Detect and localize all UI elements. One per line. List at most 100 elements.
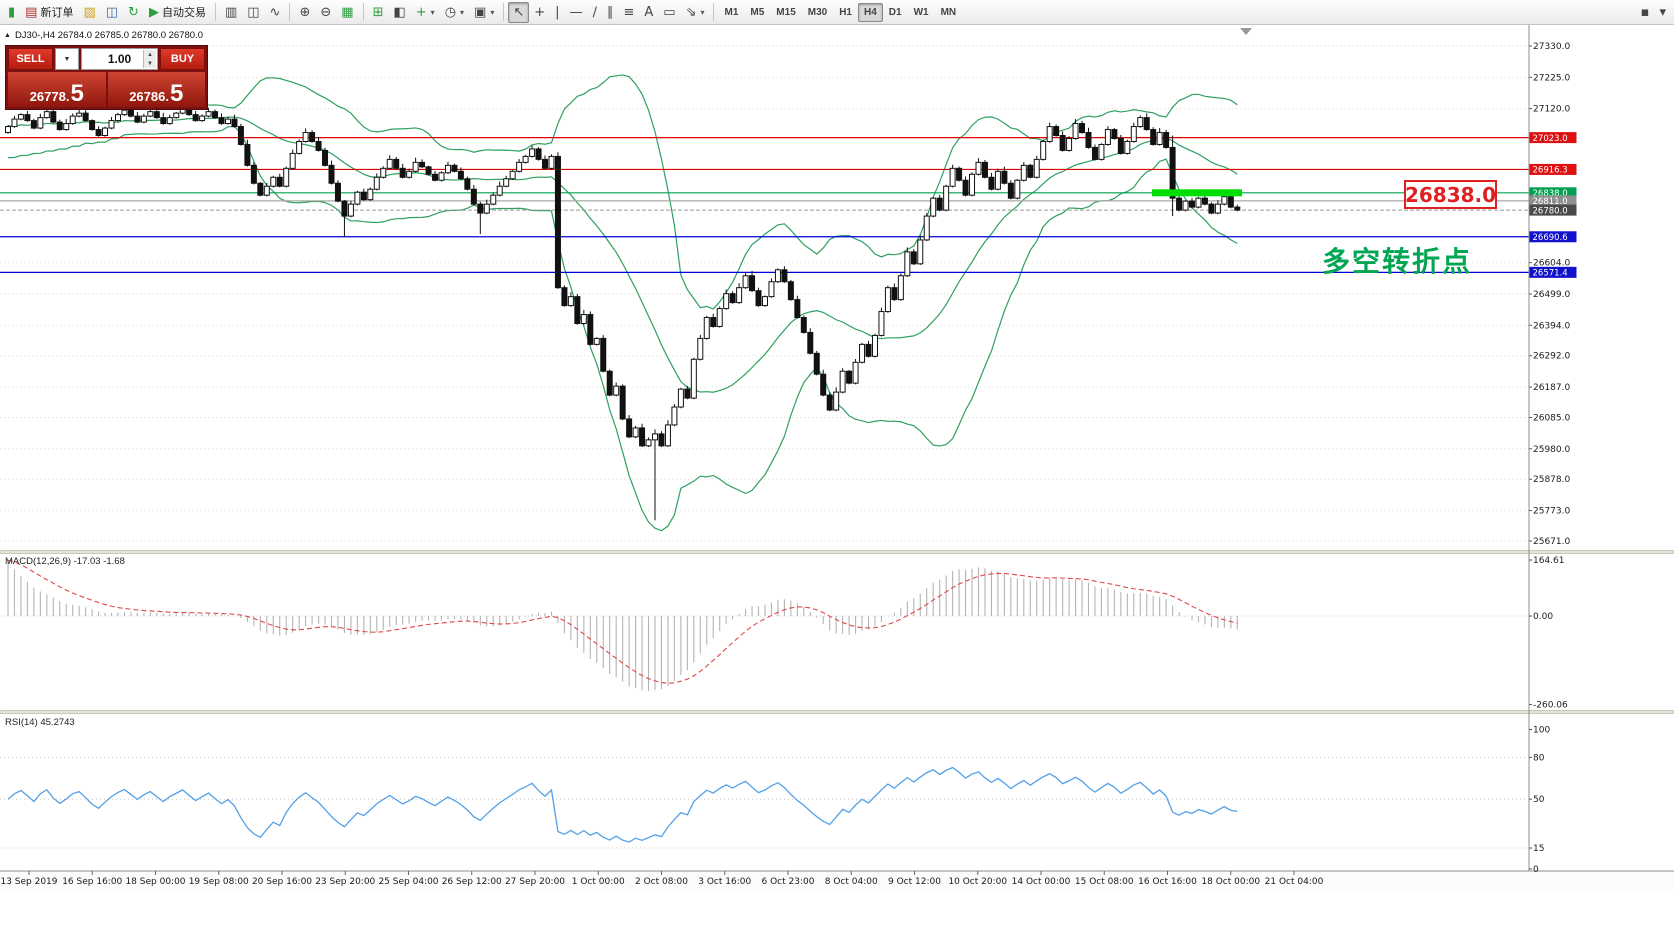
candles-layer	[5, 105, 1241, 521]
svg-text:18 Oct 00:00: 18 Oct 00:00	[1201, 877, 1260, 887]
zoom-out-icon[interactable]: ⊖	[315, 2, 336, 23]
fibonacci-icon: ≡	[623, 4, 635, 20]
lot-spinner: ▲ ▼	[143, 50, 156, 68]
panel-separator[interactable]	[0, 710, 1674, 714]
refresh-icon[interactable]: ↻	[123, 2, 144, 23]
market-watch-icon[interactable]: ◫	[101, 2, 123, 23]
svg-text:164.61: 164.61	[1533, 556, 1565, 566]
svg-text:26604.0: 26604.0	[1533, 259, 1570, 269]
timeframe-h4[interactable]: H4	[858, 2, 883, 22]
text-label-icon[interactable]: ▭	[658, 2, 680, 23]
svg-text:-260.06: -260.06	[1533, 700, 1568, 710]
macd-indicator-label: MACD(12,26,9) -17.03 -1.68	[5, 556, 125, 567]
line-chart-icon[interactable]: ∿	[265, 2, 286, 23]
svg-text:15: 15	[1533, 844, 1544, 854]
sell-price-display[interactable]: 26778. 5	[8, 72, 106, 107]
profiles-icon[interactable]: ▨	[78, 2, 100, 23]
buy-price-big-digit: 5	[169, 79, 184, 107]
svg-text:8 Oct 04:00: 8 Oct 04:00	[825, 877, 878, 887]
timeframe-d1[interactable]: D1	[888, 6, 902, 18]
svg-text:6 Oct 23:00: 6 Oct 23:00	[762, 877, 815, 887]
sell-button[interactable]: SELL	[8, 48, 53, 70]
buy-price-display[interactable]: 26786. 5	[107, 72, 205, 107]
svg-text:10 Oct 20:00: 10 Oct 20:00	[948, 877, 1007, 887]
lot-size-input[interactable]: 1.00 ▲ ▼	[81, 48, 158, 70]
period-icon[interactable]: ◷ ▾	[440, 2, 469, 23]
grid-icon[interactable]: ▦	[336, 2, 358, 23]
one-click-toggle-icon[interactable]: ▲	[4, 32, 11, 39]
toolbar-more-icon: ▾	[1659, 4, 1666, 20]
fibonacci-icon[interactable]: ≡	[618, 2, 639, 23]
svg-text:20 Sep 16:00: 20 Sep 16:00	[252, 877, 312, 887]
lot-preset-dropdown[interactable]: ▼	[55, 48, 79, 70]
svg-text:26690.6: 26690.6	[1533, 233, 1568, 243]
rsi-line	[7, 766, 1238, 843]
chart-ohlc-label: ▲ DJ30-,H4 26784.0 26785.0 26780.0 26780…	[4, 30, 203, 41]
caret-down-icon: ▾	[430, 7, 435, 17]
bar-chart-icon[interactable]: ▥	[220, 2, 242, 23]
lot-increase-button[interactable]: ▲	[144, 50, 156, 59]
new-order-button[interactable]: ▤ 新订单	[20, 2, 78, 23]
svg-text:1 Oct 00:00: 1 Oct 00:00	[572, 877, 625, 887]
toolbar-separator	[289, 3, 291, 21]
trendline-icon: ∕	[592, 4, 597, 20]
timeframe-m1[interactable]: M1	[724, 6, 739, 18]
templates-icon: ▣	[474, 4, 487, 20]
highlight-green-segment[interactable]	[1152, 189, 1242, 197]
timeframe-m30[interactable]: M30	[807, 6, 828, 18]
svg-text:14 Oct 00:00: 14 Oct 00:00	[1012, 877, 1071, 887]
text-icon[interactable]: A	[639, 2, 658, 23]
price-badge: 26571.4	[1529, 266, 1577, 279]
timeframe-mn[interactable]: MN	[940, 6, 957, 18]
timeframe-m15[interactable]: M15	[776, 6, 796, 18]
lot-decrease-button[interactable]: ▼	[144, 59, 156, 68]
time-axis[interactable]: 13 Sep 2019 16 Sep 16:00 18 Sep 00:00 19 Se…	[0, 871, 1324, 887]
tile-windows-icon[interactable]: ◧	[388, 2, 410, 23]
cursor-icon[interactable]: ↖	[508, 1, 530, 23]
svg-text:19 Sep 08:00: 19 Sep 08:00	[189, 877, 249, 887]
toolbar-separator	[713, 3, 715, 21]
buy-button[interactable]: BUY	[160, 48, 205, 70]
candlestick-chart-icon: ◫	[247, 4, 260, 20]
templates-icon[interactable]: ▣ ▾	[469, 2, 499, 23]
svg-text:50: 50	[1533, 795, 1545, 805]
price-badge: 26811.0	[1529, 195, 1577, 207]
channel-icon[interactable]: ∥	[602, 2, 619, 23]
zoom-in-icon[interactable]: ⊕	[294, 2, 315, 23]
toolbar-more-icon[interactable]: ▾	[1654, 2, 1671, 23]
crosshair-icon[interactable]: +	[529, 2, 550, 23]
arrows-icon[interactable]: ⇘ ▾	[681, 2, 710, 23]
chart-annotation-text[interactable]: 多空转折点	[1322, 245, 1473, 278]
timeframe-w1[interactable]: W1	[913, 6, 929, 18]
autotrading-button[interactable]: ▶ 自动交易	[144, 2, 211, 23]
arrows-icon: ⇘	[685, 4, 697, 20]
svg-text:25878.0: 25878.0	[1533, 475, 1570, 485]
indicators-icon[interactable]: ⊞	[368, 2, 389, 23]
horizontal-line-icon[interactable]: —	[565, 2, 588, 23]
add-chart-icon: +	[415, 4, 427, 20]
svg-text:16 Oct 16:00: 16 Oct 16:00	[1138, 877, 1197, 887]
chart-shift-marker[interactable]	[1240, 28, 1252, 35]
timeframe-m5[interactable]: M5	[750, 6, 765, 18]
svg-text:25671.0: 25671.0	[1533, 537, 1570, 547]
toolbar-right-buttons: ▪ ▾	[1636, 2, 1671, 23]
toolbar-separator	[362, 3, 364, 21]
svg-text:27225.0: 27225.0	[1533, 73, 1570, 83]
svg-text:23 Sep 20:00: 23 Sep 20:00	[315, 877, 375, 887]
svg-text:26499.0: 26499.0	[1533, 290, 1570, 300]
add-chart-icon[interactable]: + ▾	[411, 2, 440, 23]
trendline-icon[interactable]: ∕	[588, 2, 602, 23]
line-chart-icon: ∿	[269, 4, 281, 20]
toolbar-separator	[214, 3, 216, 21]
panel-separator[interactable]	[0, 550, 1674, 554]
caret-down-icon: ▾	[700, 7, 705, 17]
vertical-line-icon[interactable]: |	[550, 2, 564, 23]
chart-mini-icon[interactable]: ▮	[3, 2, 20, 23]
timeframe-h1[interactable]: H1	[839, 6, 852, 18]
toolbar-pin-icon[interactable]: ▪	[1636, 2, 1655, 23]
trade-panel-prices: 26778. 5 26786. 5	[8, 72, 205, 107]
caret-down-icon: ▼	[63, 55, 71, 63]
candlestick-chart-icon[interactable]: ◫	[242, 2, 264, 23]
price-level-box[interactable]: 26838.0	[1404, 180, 1497, 209]
